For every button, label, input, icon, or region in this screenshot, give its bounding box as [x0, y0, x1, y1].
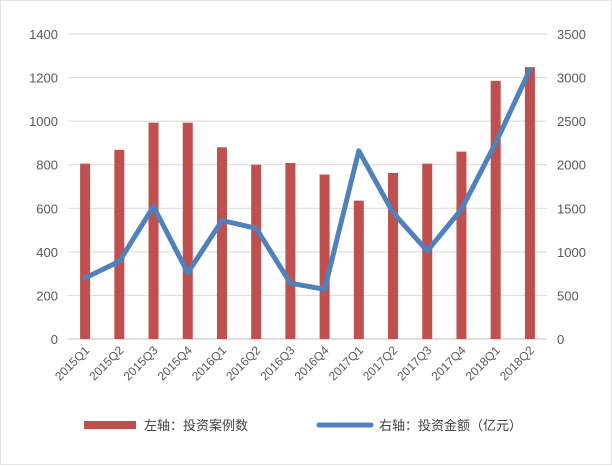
- right-axis-ticks: 0 500 1000 1500 2000 2500 3000 3500: [557, 27, 586, 347]
- x-axis-tick-label: 2015Q4: [155, 343, 195, 383]
- x-axis-tick-label: 2018Q2: [497, 343, 537, 383]
- left-axis-tick-label: 1200: [29, 71, 58, 86]
- bar: [354, 201, 364, 339]
- bar: [320, 175, 330, 339]
- bar: [388, 173, 398, 339]
- bar: [251, 165, 261, 339]
- bar: [525, 67, 535, 339]
- bar: [456, 152, 466, 339]
- bar: [285, 163, 295, 339]
- right-axis-tick-label: 0: [557, 332, 564, 347]
- left-axis-tick-label: 800: [36, 158, 58, 173]
- x-axis-tick-label: 2015Q2: [86, 343, 126, 383]
- x-axis-tick-label: 2017Q2: [360, 343, 400, 383]
- right-axis-tick-label: 3000: [557, 71, 586, 86]
- x-axis-tick-label: 2016Q3: [257, 343, 297, 383]
- right-axis-tick-label: 500: [557, 288, 579, 303]
- x-axis-tick-label: 2015Q3: [121, 343, 161, 383]
- x-axis-tick-label: 2018Q1: [463, 343, 503, 383]
- right-axis-tick-label: 2500: [557, 114, 586, 129]
- left-axis-tick-label: 600: [36, 201, 58, 216]
- legend-bar-label: 左轴：投资案例数: [144, 418, 248, 434]
- bar: [114, 150, 124, 339]
- legend: 左轴：投资案例数 右轴：投资金额（亿元）: [84, 418, 522, 434]
- x-axis-tick-label: 2015Q1: [52, 343, 92, 383]
- left-axis-ticks: 0 200 400 600 800 1000 1200 1400: [29, 27, 58, 347]
- bar: [80, 164, 90, 339]
- left-axis-tick-label: 0: [51, 332, 58, 347]
- legend-bar-swatch: [84, 421, 136, 429]
- left-axis-tick-label: 400: [36, 245, 58, 260]
- x-axis-tick-label: 2017Q4: [428, 343, 468, 383]
- right-axis-tick-label: 3500: [557, 27, 586, 42]
- left-axis-tick-label: 1000: [29, 114, 58, 129]
- bar: [183, 123, 193, 339]
- x-axis-tick-label: 2017Q3: [394, 343, 434, 383]
- x-axis-tick-label: 2016Q4: [292, 343, 332, 383]
- bar: [491, 81, 501, 339]
- legend-line-label: 右轴：投资金额（亿元）: [379, 418, 522, 434]
- x-axis-tick-label: 2016Q1: [189, 343, 229, 383]
- left-axis-tick-label: 200: [36, 288, 58, 303]
- x-axis-tick-label: 2017Q1: [326, 343, 366, 383]
- right-axis-tick-label: 1500: [557, 201, 586, 216]
- x-axis-tick-label: 2016Q2: [223, 343, 263, 383]
- left-axis-tick-label: 1400: [29, 27, 58, 42]
- right-axis-tick-label: 2000: [557, 158, 586, 173]
- x-axis-ticks: 2015Q12015Q22015Q32015Q42016Q12016Q22016…: [52, 343, 537, 383]
- bar: [217, 147, 227, 339]
- right-axis-tick-label: 1000: [557, 245, 586, 260]
- bar: [149, 123, 159, 339]
